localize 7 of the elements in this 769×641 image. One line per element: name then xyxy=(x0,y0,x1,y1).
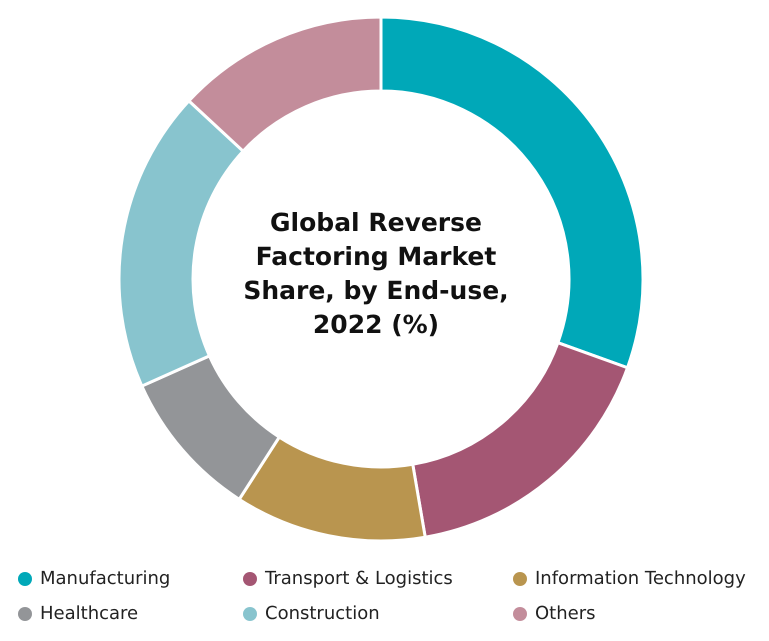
legend-label: Transport & Logistics xyxy=(265,568,453,589)
legend-label: Healthcare xyxy=(40,603,138,624)
legend-label: Manufacturing xyxy=(40,568,170,589)
legend-label: Construction xyxy=(265,603,380,624)
legend-label: Others xyxy=(535,603,596,624)
text: Global Reverse Factoring Market Share, by End-use, 2022 (%) xyxy=(242,207,510,341)
legend-label: Information Technology xyxy=(535,568,746,589)
